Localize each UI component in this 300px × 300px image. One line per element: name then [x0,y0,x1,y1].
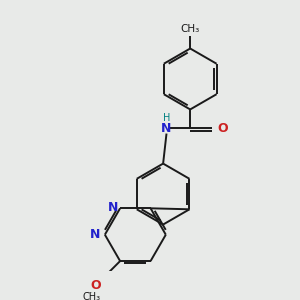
Text: CH₃: CH₃ [82,292,100,300]
Text: N: N [161,122,172,135]
Text: CH₃: CH₃ [181,24,200,34]
Text: N: N [89,228,100,241]
Text: H: H [163,112,170,123]
Text: N: N [108,201,118,214]
Text: O: O [91,279,101,292]
Text: O: O [217,122,228,135]
Text: methoxy: methoxy [86,292,93,293]
